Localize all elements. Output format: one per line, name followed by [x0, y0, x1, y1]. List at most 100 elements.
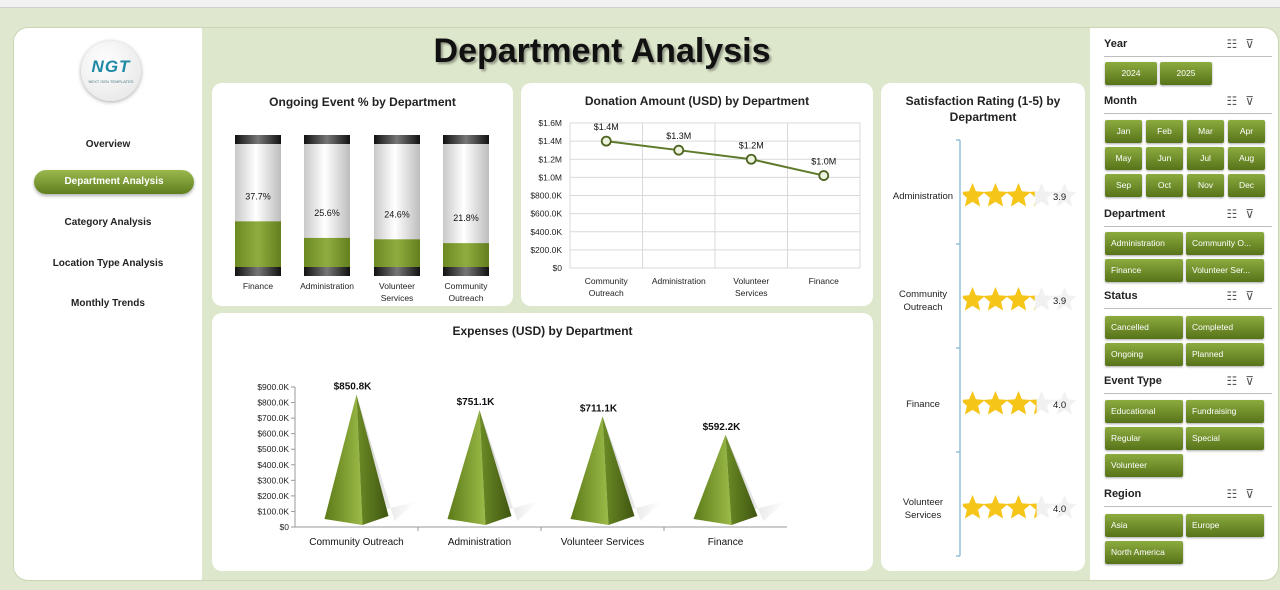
- donation-chart-title: Donation Amount (USD) by Department: [584, 94, 810, 108]
- ongoing-tube-cap-bottom: [235, 267, 281, 276]
- ongoing-bar: [235, 221, 281, 273]
- star-empty-icon: [1052, 183, 1077, 207]
- donation-point: [745, 153, 757, 165]
- slicer-item-month[interactable]: Jul: [1187, 147, 1224, 170]
- clear-filter-icon[interactable]: ⊽: [1245, 37, 1262, 51]
- slicer-item-month[interactable]: Dec: [1228, 174, 1265, 197]
- expenses-chart-title: Expenses (USD) by Department: [452, 324, 633, 338]
- clear-filter-icon[interactable]: ⊽: [1245, 207, 1262, 221]
- multi-select-icon[interactable]: ☷: [1226, 487, 1246, 501]
- slicer-panel: Year ☷⊽ 2024 2025 Month ☷⊽ Jan Feb Mar Apr May Jun J…: [1090, 28, 1278, 580]
- multi-select-icon[interactable]: ☷: [1226, 207, 1246, 221]
- slicer-tools-department: ☷⊽: [1226, 207, 1262, 221]
- nav-category-analysis[interactable]: Category Analysis: [64, 217, 152, 228]
- slicer-divider: [1104, 308, 1272, 309]
- slicer-item-month[interactable]: Aug: [1228, 147, 1265, 170]
- expenses-y-tick: $0: [280, 522, 290, 532]
- star-empty-icon: [1052, 391, 1077, 415]
- slicer-item-event-type[interactable]: Volunteer: [1105, 454, 1183, 477]
- ongoing-tube-cap-bottom: [374, 267, 420, 276]
- expenses-bar-side: [602, 416, 635, 525]
- logo-subtext: NEXT GEN TEMPLATES: [88, 79, 134, 84]
- page-title: Department Analysis: [433, 32, 771, 70]
- star-icon: [983, 183, 1008, 207]
- expenses-bar-side: [479, 410, 512, 525]
- ongoing-category-label: Administration: [300, 281, 354, 291]
- multi-select-icon[interactable]: ☷: [1226, 94, 1246, 108]
- donation-y-tick: $200.0K: [530, 245, 562, 255]
- nav-department-analysis[interactable]: Department Analysis: [34, 170, 194, 194]
- clear-filter-icon[interactable]: ⊽: [1245, 289, 1262, 303]
- nav-location-type-analysis[interactable]: Location Type Analysis: [52, 258, 164, 269]
- slicer-title-event-type: Event Type: [1104, 375, 1162, 387]
- slicer-item-month[interactable]: Sep: [1105, 174, 1142, 197]
- expenses-data-label: $592.2K: [703, 422, 742, 433]
- slicer-item-department[interactable]: Administration: [1105, 232, 1183, 255]
- satisfaction-chart-title: Satisfaction Rating (1-5) by Department: [905, 94, 1061, 124]
- star-icon: [963, 391, 985, 415]
- ongoing-event-card: Ongoing Event % by Department 37.7% Finan…: [212, 83, 513, 306]
- expenses-category-label: Community Outreach: [309, 537, 403, 548]
- slicer-item-month[interactable]: Oct: [1146, 174, 1183, 197]
- slicer-item-event-type[interactable]: Regular: [1105, 427, 1183, 450]
- donation-point: [673, 144, 685, 156]
- satisfaction-category-label: Community Outreach: [899, 289, 947, 313]
- expenses-category-label: Volunteer Services: [561, 537, 644, 548]
- expenses-bar: [324, 394, 363, 525]
- slicer-item-year[interactable]: 2024: [1105, 62, 1157, 85]
- slicer-item-department[interactable]: Community O...: [1186, 232, 1264, 255]
- star-icon: [1006, 287, 1031, 311]
- donation-data-label: $1.3M: [666, 131, 691, 141]
- slicer-item-month[interactable]: Mar: [1187, 120, 1224, 143]
- star-icon: [1006, 495, 1031, 519]
- slicer-item-status[interactable]: Planned: [1186, 343, 1264, 366]
- slicer-item-month[interactable]: Jun: [1146, 147, 1183, 170]
- slicer-item-event-type[interactable]: Fundraising: [1186, 400, 1264, 423]
- multi-select-icon[interactable]: ☷: [1226, 374, 1246, 388]
- slicer-item-event-type[interactable]: Special: [1186, 427, 1264, 450]
- window-top-strip: [0, 0, 1280, 8]
- multi-select-icon[interactable]: ☷: [1226, 289, 1246, 303]
- slicer-item-status[interactable]: Cancelled: [1105, 316, 1183, 339]
- star-empty-icon: [1029, 287, 1054, 311]
- slicer-tools-status: ☷⊽: [1226, 289, 1262, 303]
- slicer-item-event-type[interactable]: Educational: [1105, 400, 1183, 423]
- clear-filter-icon[interactable]: ⊽: [1245, 487, 1262, 501]
- slicer-title-region: Region: [1104, 488, 1142, 500]
- slicer-item-region[interactable]: North America: [1105, 541, 1183, 564]
- clear-filter-icon[interactable]: ⊽: [1245, 94, 1262, 108]
- slicer-item-month[interactable]: Apr: [1228, 120, 1265, 143]
- satisfaction-data-label: 4.0: [1053, 400, 1066, 411]
- satisfaction-bar-fill: [963, 183, 1035, 207]
- slicer-item-department[interactable]: Finance: [1105, 259, 1183, 282]
- donation-category-label: Finance: [809, 276, 840, 286]
- ongoing-tube-cap-bottom: [443, 267, 489, 276]
- ongoing-data-label: 21.8%: [453, 213, 479, 223]
- satisfaction-data-label: 3.9: [1053, 192, 1066, 203]
- satisfaction-bar-fill: [963, 495, 1037, 519]
- nav-overview[interactable]: Overview: [85, 139, 131, 150]
- slicer-item-status[interactable]: Ongoing: [1105, 343, 1183, 366]
- multi-select-icon[interactable]: ☷: [1226, 37, 1246, 51]
- donation-card: Donation Amount (USD) by Department $0 $2…: [521, 83, 873, 306]
- donation-point: [818, 170, 830, 181]
- slicer-item-department[interactable]: Volunteer Ser...: [1186, 259, 1264, 282]
- star-icon: [983, 495, 1008, 519]
- slicer-item-region[interactable]: Europe: [1186, 514, 1264, 537]
- slicer-item-month[interactable]: May: [1105, 147, 1142, 170]
- ongoing-chart-title: Ongoing Event % by Department: [269, 95, 456, 109]
- slicer-tools-event-type: ☷⊽: [1226, 374, 1262, 388]
- slicer-item-month[interactable]: Feb: [1146, 120, 1183, 143]
- star-icon: [983, 391, 1008, 415]
- slicer-item-month[interactable]: Nov: [1187, 174, 1224, 197]
- nav-monthly-trends[interactable]: Monthly Trends: [71, 298, 145, 309]
- star-icon: [1029, 191, 1035, 207]
- slicer-item-region[interactable]: Asia: [1105, 514, 1183, 537]
- ongoing-tube-cap-bottom: [304, 267, 350, 276]
- clear-filter-icon[interactable]: ⊽: [1245, 374, 1262, 388]
- satisfaction-category-label: Administration: [893, 191, 953, 202]
- slicer-item-year[interactable]: 2025: [1160, 62, 1212, 85]
- slicer-item-status[interactable]: Completed: [1186, 316, 1264, 339]
- expenses-category-label: Administration: [448, 537, 511, 548]
- slicer-item-month[interactable]: Jan: [1105, 120, 1142, 143]
